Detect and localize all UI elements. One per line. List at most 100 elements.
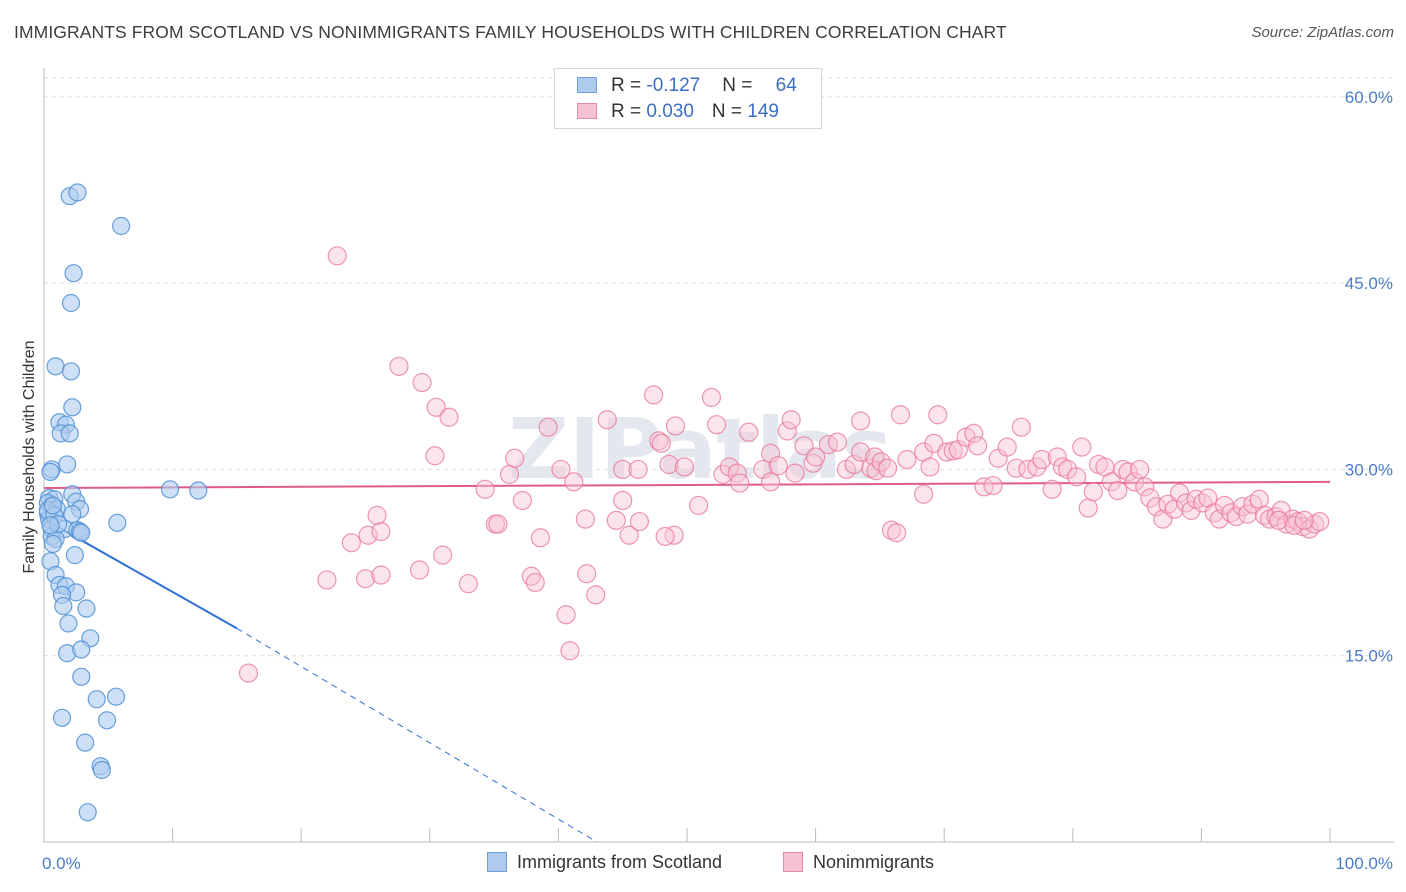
data-point-nonimmigrants [1011,417,1031,437]
bottom-legend-immigrants: Immigrants from Scotland [487,852,722,873]
data-point-nonimmigrants [674,457,695,477]
data-point-immigrants [61,362,81,381]
data-point-nonimmigrants [1052,457,1073,477]
data-point-nonimmigrants [968,436,988,456]
data-point-nonimmigrants [887,523,907,543]
data-point-immigrants [65,546,84,565]
data-point-immigrants [189,481,208,500]
data-point-nonimmigrants [1169,483,1190,503]
chart-title: IMMIGRANTS FROM SCOTLAND VS NONIMMIGRANT… [14,22,1007,42]
data-point-nonimmigrants [688,495,709,516]
data-point-nonimmigrants [560,641,580,661]
data-point-nonimmigrants [1113,459,1133,480]
data-point-nonimmigrants [613,490,633,511]
y-tick-label: 45.0% [1345,274,1393,293]
data-point-immigrants [87,690,106,709]
data-point-nonimmigrants [1067,467,1087,487]
data-point-nonimmigrants [1243,494,1263,514]
data-point-nonimmigrants [1072,437,1092,457]
data-point-nonimmigrants [238,663,259,683]
data-point-nonimmigrants [1108,480,1128,501]
bottom-legend-label: Immigrants from Scotland [517,852,723,872]
data-point-immigrants [54,596,73,616]
data-point-nonimmigrants [890,405,911,425]
data-point-nonimmigrants [341,533,361,553]
data-point-immigrants [108,513,127,532]
data-point-nonimmigrants [719,457,740,477]
trend-line-solid [43,480,1331,490]
data-point-immigrants [92,760,111,780]
watermark: ZIPatlas [508,400,892,498]
data-point-nonimmigrants [701,387,722,407]
data-point-nonimmigrants [1078,498,1098,518]
data-point-nonimmigrants [777,421,797,441]
data-point-nonimmigrants [649,431,669,451]
data-point-nonimmigrants [371,565,391,585]
source-label: Source: ZipAtlas.com [1251,24,1394,41]
legend-n-label: N = [711,101,748,122]
correlation-legend: R = -0.127 N = 64 R = 0.030 N = 149 [554,68,822,129]
legend-n-label: N = [722,75,758,96]
legend-swatch-pink [577,103,597,119]
data-point-nonimmigrants [865,447,885,467]
data-point-immigrants [63,398,82,417]
data-point-nonimmigrants [1294,510,1314,530]
legend-row-immigrants: R = -0.127 N = 64 [577,75,797,99]
legend-r-value: 0.030 [646,101,694,122]
data-point-nonimmigrants [530,528,550,548]
data-point-nonimmigrants [713,464,733,484]
legend-row-nonimmigrants: R = 0.030 N = 149 [577,101,779,125]
data-point-immigrants [52,708,72,727]
data-point-nonimmigrants [367,505,387,525]
data-point-nonimmigrants [1130,459,1150,480]
data-point-immigrants [59,614,78,633]
legend-r-label: R = [611,75,647,96]
data-point-immigrants [41,516,60,535]
legend-r-value: -0.127 [646,75,701,96]
data-point-nonimmigrants [1042,479,1062,499]
data-point-nonimmigrants [412,372,432,393]
data-point-nonimmigrants [760,472,781,492]
data-point-nonimmigrants [586,585,606,605]
data-point-nonimmigrants [805,447,826,467]
data-point-immigrants [77,599,96,618]
bottom-legend-label: Nonimmigrants [813,852,935,872]
data-point-nonimmigrants [730,473,750,493]
data-point-nonimmigrants [785,463,805,483]
y-tick-label: 30.0% [1345,460,1393,479]
data-point-nonimmigrants [475,479,495,499]
data-point-nonimmigrants [439,407,459,427]
data-point-nonimmigrants [358,525,378,545]
data-point-nonimmigrants [433,545,453,565]
data-point-immigrants [72,523,91,542]
x-tick-label: 0.0% [42,854,81,873]
data-point-nonimmigrants [564,472,584,492]
data-point-nonimmigrants [1124,472,1145,492]
data-point-immigrants [41,462,60,482]
data-point-immigrants [72,640,91,659]
bottom-legend-swatch-pink [783,852,803,872]
legend-swatch-blue [577,77,597,93]
tick-labels: 15.0% 30.0% 45.0% 60.0% 0.0% 100.0% [42,88,1393,873]
data-point-nonimmigrants [538,417,558,437]
data-point-nonimmigrants [425,446,445,466]
data-point-immigrants [97,711,117,730]
x-tick-label: 100.0% [1335,854,1393,873]
data-point-nonimmigrants [851,411,871,431]
data-point-nonimmigrants [914,484,934,504]
data-point-nonimmigrants [1221,503,1241,523]
data-point-nonimmigrants [659,454,679,475]
data-point-nonimmigrants [426,397,446,417]
data-point-immigrants [43,496,63,515]
data-point-nonimmigrants [458,574,478,594]
data-point-nonimmigrants [525,572,545,593]
bottom-legend-swatch-blue [487,852,507,872]
data-point-nonimmigrants [1032,449,1052,470]
data-point-immigrants [64,264,83,283]
data-point-nonimmigrants [317,570,337,590]
data-point-nonimmigrants [1249,489,1269,509]
data-point-nonimmigrants [920,457,940,477]
data-point-immigrants [60,424,79,443]
data-point-immigrants [58,455,77,474]
data-point-nonimmigrants [781,410,801,430]
